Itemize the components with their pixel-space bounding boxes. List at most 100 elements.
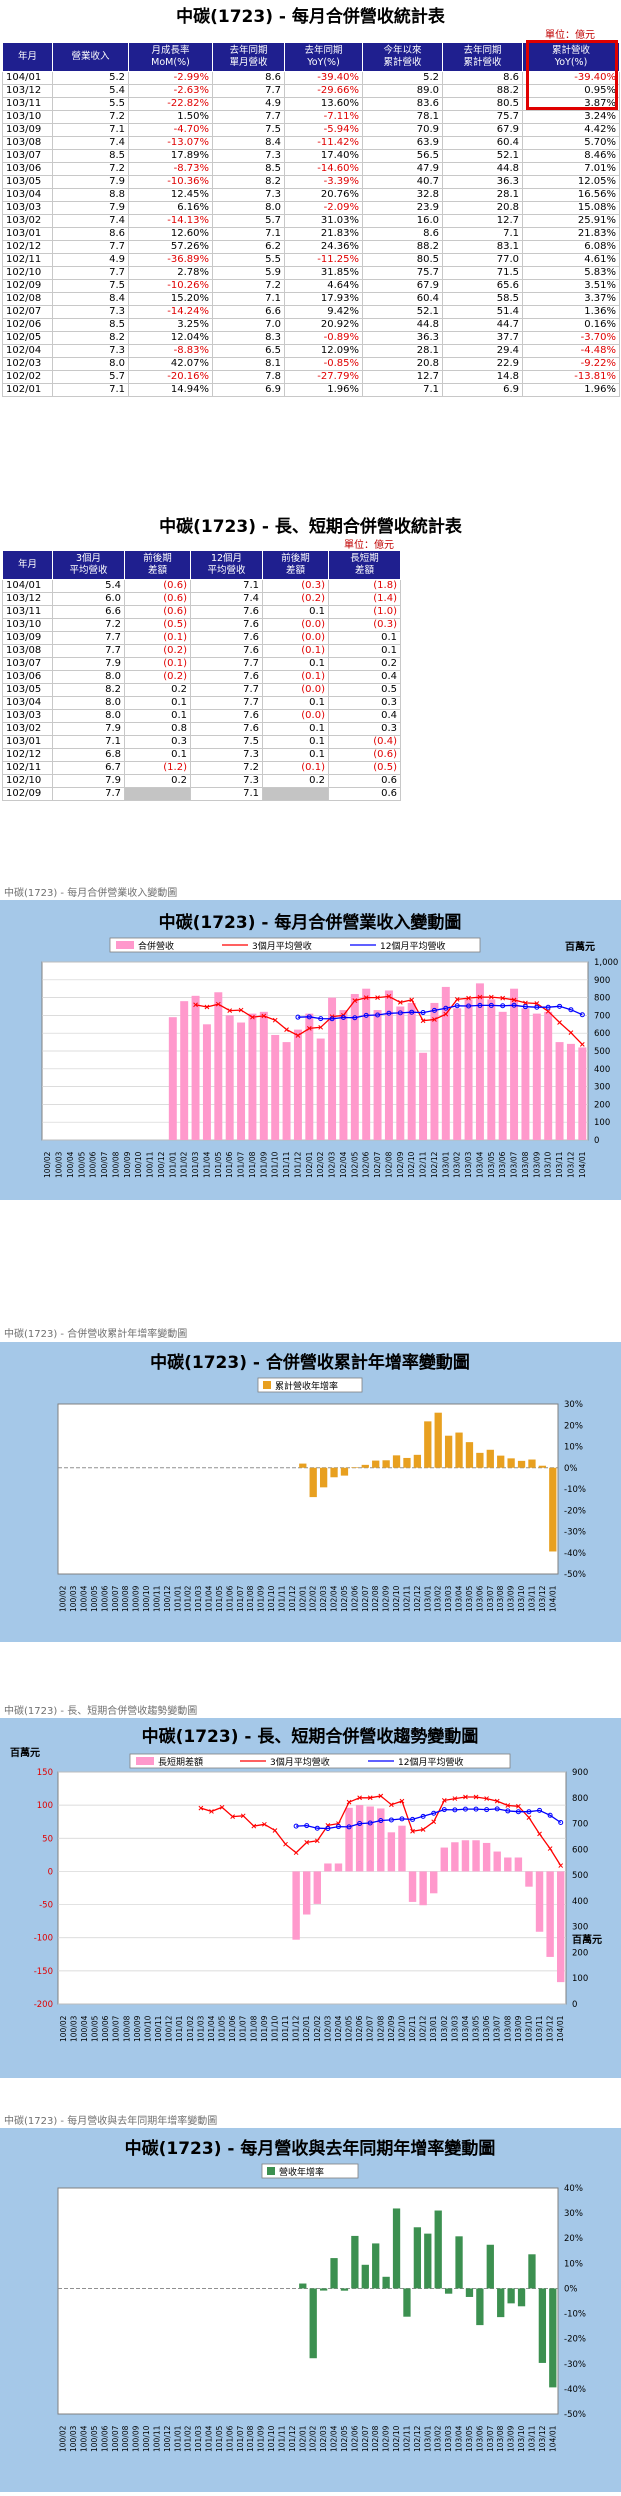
x-tick-label: 104/01 bbox=[556, 2015, 565, 2042]
table-cell: 8.6 bbox=[52, 227, 129, 241]
table-cell: 103/12 bbox=[2, 592, 53, 606]
table-cell: 7.1 bbox=[362, 383, 443, 397]
table-cell: 103/09 bbox=[2, 123, 53, 137]
table-cell: 7.3 bbox=[52, 305, 129, 319]
table-cell: 7.1 bbox=[190, 787, 263, 801]
revenue-bar bbox=[407, 1002, 416, 1140]
table-cell: (0.1) bbox=[262, 761, 329, 775]
avg3m-point bbox=[484, 1796, 489, 1801]
cum-yoy-bar bbox=[424, 1421, 432, 1468]
table-cell: 7.01% bbox=[522, 162, 620, 176]
table-cell: 5.70% bbox=[522, 136, 620, 150]
long-short-diff-bar bbox=[514, 1857, 523, 1872]
monthly-table-row: 102/04 7.3 -8.83% 6.5 12.09% 28.1 29.4 -4.48% bbox=[2, 344, 620, 358]
table-cell: -0.85% bbox=[284, 357, 363, 371]
table-cell: 103/03 bbox=[2, 201, 53, 215]
x-tick-label: 100/03 bbox=[69, 2425, 78, 2452]
table-cell: 17.89% bbox=[128, 149, 213, 163]
cum-yoy-bar bbox=[549, 1467, 557, 1552]
x-tick-label: 102/03 bbox=[319, 2425, 328, 2452]
avg3m-point bbox=[494, 1798, 500, 1804]
revenue-bar bbox=[464, 999, 473, 1140]
x-tick-label: 100/02 bbox=[59, 2015, 68, 2042]
y-tick-label: 400 bbox=[572, 1897, 588, 1907]
x-tick-label: 103/11 bbox=[535, 2015, 544, 2042]
x-tick-label: 103/09 bbox=[507, 2425, 516, 2452]
col-header: 月成長率 MoM(%) bbox=[128, 42, 213, 72]
table-cell: 0.2 bbox=[124, 774, 191, 788]
table-cell: 7.1 bbox=[52, 735, 125, 749]
chart2-caption: 中碳(1723) - 合併營收累計年增率變動圖 bbox=[4, 1329, 188, 1340]
avg12m-point bbox=[318, 1016, 324, 1022]
legend-swatch bbox=[263, 1381, 271, 1389]
table-cell: 1.96% bbox=[284, 383, 363, 397]
revenue-bar bbox=[544, 1011, 553, 1140]
table-cell: (1.2) bbox=[124, 761, 191, 775]
y-tick-label: 200 bbox=[594, 1100, 610, 1110]
x-tick-label: 101/01 bbox=[175, 2015, 184, 2042]
table-cell: -10.26% bbox=[128, 279, 213, 293]
x-tick-label: 101/01 bbox=[173, 1585, 182, 1612]
x-tick-label: 101/07 bbox=[236, 2425, 245, 2452]
x-tick-label: 102/08 bbox=[384, 1151, 393, 1178]
table-cell: 20.76% bbox=[284, 188, 363, 202]
monthly-yoy-bar bbox=[507, 2288, 515, 2304]
monthly-table-row: 102/01 7.1 14.94% 6.9 1.96% 7.1 6.9 1.96% bbox=[2, 383, 620, 397]
x-tick-label: 102/10 bbox=[392, 2425, 401, 2452]
cum-yoy-bar bbox=[497, 1455, 505, 1468]
table-cell: 77.0 bbox=[442, 253, 523, 267]
table-cell: 12.7 bbox=[362, 370, 443, 384]
avg12m-point bbox=[325, 1825, 331, 1831]
x-tick-label: 101/08 bbox=[248, 1151, 257, 1178]
revenue-bar bbox=[521, 1008, 530, 1140]
revenue-bar bbox=[498, 1011, 507, 1140]
x-tick-label: 103/06 bbox=[498, 1151, 507, 1178]
table-cell: 102/11 bbox=[2, 761, 53, 775]
long-short-diff-bar bbox=[324, 1863, 332, 1872]
monthly-table-row: 103/04 8.8 12.45% 7.3 20.76% 32.8 28.1 16.56% bbox=[2, 188, 620, 202]
table-cell: 23.9 bbox=[362, 201, 443, 215]
avg12m-point bbox=[420, 1010, 426, 1016]
col-header: 長短期 差額 bbox=[328, 550, 401, 580]
x-tick-label: 103/03 bbox=[444, 2425, 453, 2452]
table-cell: 7.2 bbox=[52, 110, 129, 124]
table-cell: (0.2) bbox=[124, 670, 191, 684]
trend-revenue-table: 年月 3個月 平均營收 前後期 差額 12個月 平均營收 前後期 差額 長短期 差額 10… bbox=[2, 550, 401, 801]
avg12m-point bbox=[397, 1010, 403, 1016]
table-cell: 7.7 bbox=[212, 110, 285, 124]
table-cell: 7.7 bbox=[52, 644, 125, 658]
y-tick-label: 500 bbox=[594, 1047, 610, 1057]
avg3m-point bbox=[314, 1838, 320, 1844]
revenue-bar bbox=[168, 1017, 177, 1140]
x-tick-label: 101/02 bbox=[186, 2015, 195, 2042]
table-cell: 103/06 bbox=[2, 162, 53, 176]
table-cell: 42.07% bbox=[128, 357, 213, 371]
x-tick-label: 102/09 bbox=[387, 2015, 396, 2042]
table-cell: 83.6 bbox=[362, 97, 443, 111]
x-tick-label: 102/08 bbox=[371, 1585, 380, 1612]
col-header: 去年同期 YoY(%) bbox=[284, 42, 363, 72]
x-tick-label: 101/10 bbox=[271, 1151, 280, 1178]
avg3m-point bbox=[262, 1821, 267, 1827]
trend-table-row: 103/10 7.2 (0.5) 7.6 (0.0) (0.3) bbox=[2, 618, 401, 632]
table-cell: 12.09% bbox=[284, 344, 363, 358]
monthly-unit-label: 單位：億元 bbox=[545, 30, 595, 41]
trend-table-row: 104/01 5.4 (0.6) 7.1 (0.3) (1.8) bbox=[2, 579, 401, 593]
avg3m-point bbox=[295, 1033, 301, 1038]
x-tick-label: 102/05 bbox=[350, 1151, 359, 1178]
long-short-diff-bar bbox=[546, 1871, 554, 1957]
avg3m-point bbox=[452, 1796, 458, 1801]
x-tick-label: 103/01 bbox=[441, 1151, 450, 1178]
revenue-bar bbox=[430, 1002, 439, 1140]
x-tick-label: 102/03 bbox=[328, 1151, 337, 1178]
y-tick-label: 10% bbox=[564, 2259, 583, 2269]
table-cell: 7.6 bbox=[190, 644, 263, 658]
x-tick-label: 101/06 bbox=[225, 1151, 234, 1178]
table-cell: (0.0) bbox=[262, 631, 329, 645]
x-tick-label: 100/12 bbox=[163, 1585, 172, 1612]
table-cell: 3.37% bbox=[522, 292, 620, 306]
chart2-panel: 中碳(1723) - 合併營收累計年增率變動圖 累計營收年增率 -50% -40% -3… bbox=[0, 1342, 621, 1642]
revenue-bar bbox=[180, 1001, 189, 1140]
avg12m-point bbox=[306, 1014, 312, 1020]
